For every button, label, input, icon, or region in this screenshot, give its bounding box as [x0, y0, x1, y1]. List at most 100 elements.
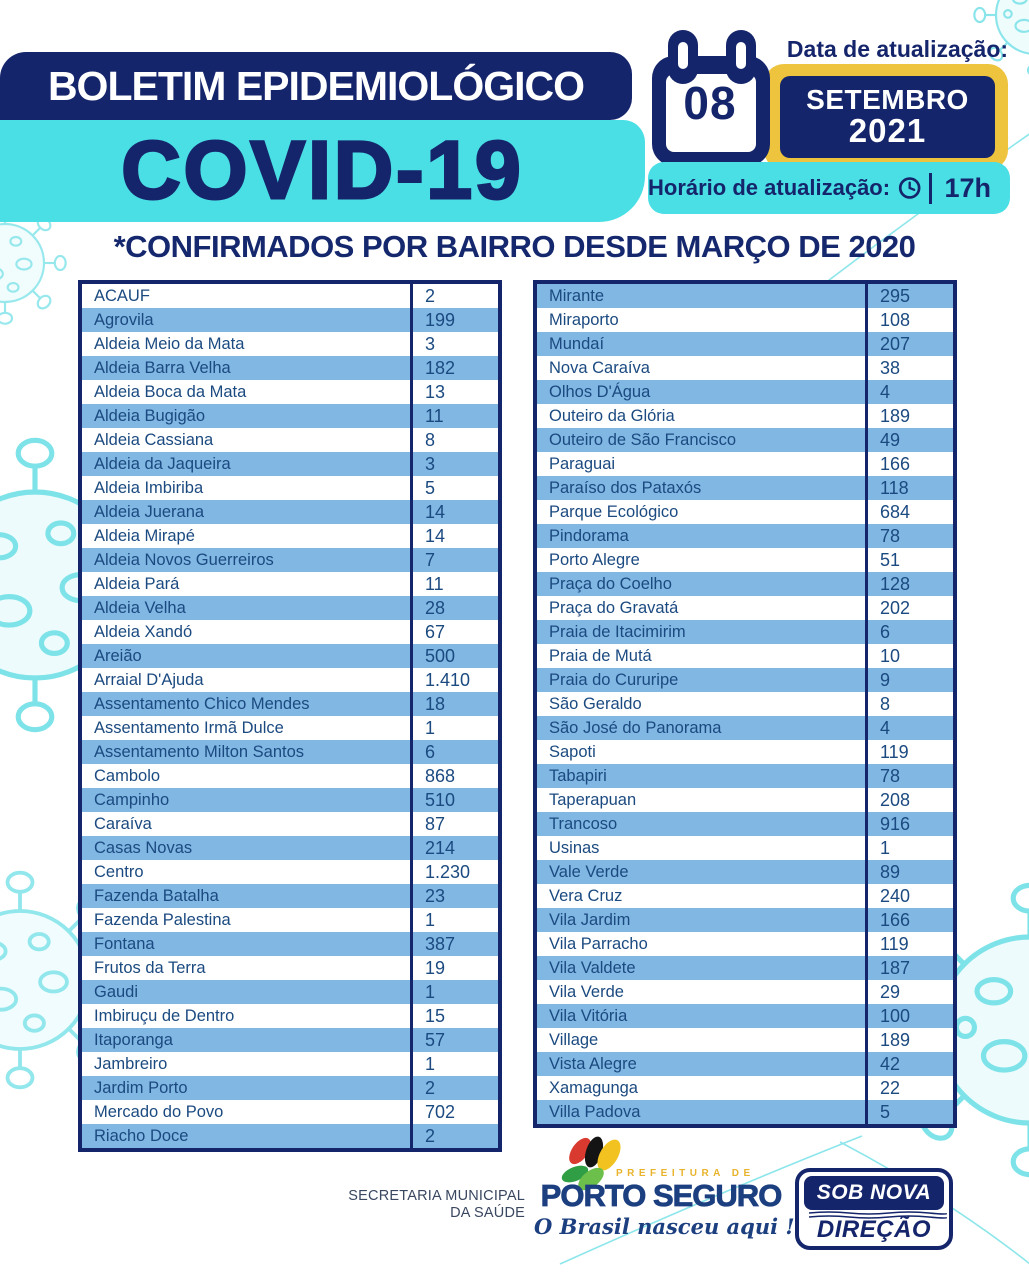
cases-table-left: ACAUF 2 Agrovila 199 Aldeia Meio da Mata 3 Ald… [78, 280, 502, 1152]
bairro-name: Miraporto [549, 311, 619, 329]
case-count: 22 [865, 1076, 953, 1100]
sob-nova-direcao-badge: SOB NOVA DIREÇÃO [795, 1168, 953, 1250]
bairro-name: Aldeia Barra Velha [94, 359, 231, 377]
bairro-name: Jambreiro [94, 1055, 168, 1073]
bairro-name: Nova Caraíva [549, 359, 650, 377]
bairro-name: São Geraldo [549, 695, 642, 713]
bairro-name: Trancoso [549, 815, 618, 833]
case-count: 57 [410, 1028, 498, 1052]
bairro-name: Usinas [549, 839, 600, 857]
case-count: 100 [865, 1004, 953, 1028]
table-row: Praça do Coelho 128 [537, 572, 953, 596]
bairro-name: Aldeia Boca da Mata [94, 383, 247, 401]
bairro-name: Vista Alegre [549, 1055, 637, 1073]
bulletin-title: BOLETIM EPIDEMIOLÓGICO [47, 62, 585, 109]
covid-title: COVID-19 [120, 124, 524, 218]
table-row: Vale Verde 89 [537, 860, 953, 884]
table-row: Aldeia Imbiriba 5 [82, 476, 498, 500]
bairro-name: Paraíso dos Pataxós [549, 479, 702, 497]
case-count: 295 [865, 284, 953, 308]
case-count: 1.410 [410, 668, 498, 692]
table-row: Jambreiro 1 [82, 1052, 498, 1076]
bairro-name: Taperapuan [549, 791, 637, 809]
table-row: Centro 1.230 [82, 860, 498, 884]
badge-line2: DIREÇÃO [816, 1216, 932, 1243]
table-row: Aldeia Bugigão 11 [82, 404, 498, 428]
table-row: Praça do Gravatá 202 [537, 596, 953, 620]
update-day: 08 [683, 77, 737, 129]
table-row: Pindorama 78 [537, 524, 953, 548]
porto-seguro-logo: PREFEITURA DE PORTO SEGURO O Brasil nasc… [534, 1134, 795, 1246]
table-row: Trancoso 916 [537, 812, 953, 836]
bairro-name: Outeiro de São Francisco [549, 431, 737, 449]
table-row: Aldeia Novos Guerreiros 7 [82, 548, 498, 572]
bairro-name: Aldeia Meio da Mata [94, 335, 245, 353]
table-row: Usinas 1 [537, 836, 953, 860]
case-count: 14 [410, 500, 498, 524]
bairro-name: Campinho [94, 791, 170, 809]
table-row: Mirante 295 [537, 284, 953, 308]
case-count: 199 [410, 308, 498, 332]
case-count: 9 [865, 668, 953, 692]
table-row: Imbiruçu de Dentro 15 [82, 1004, 498, 1028]
bairro-name: Assentamento Irmã Dulce [94, 719, 284, 737]
case-count: 67 [410, 620, 498, 644]
table-row: Nova Caraíva 38 [537, 356, 953, 380]
bairro-name: Casas Novas [94, 839, 193, 857]
case-count: 6 [865, 620, 953, 644]
update-month: SETEMBRO [806, 83, 969, 115]
covid-title-band: COVID-19 [0, 120, 645, 222]
bairro-name: Caraíva [94, 815, 152, 833]
case-count: 89 [865, 860, 953, 884]
table-row: Outeiro de São Francisco 49 [537, 428, 953, 452]
table-row: Aldeia Barra Velha 182 [82, 356, 498, 380]
case-count: 166 [865, 908, 953, 932]
case-count: 1 [410, 716, 498, 740]
case-count: 10 [865, 644, 953, 668]
table-row: Itaporanga 57 [82, 1028, 498, 1052]
table-row: Vila Valdete 187 [537, 956, 953, 980]
table-row: ACAUF 2 [82, 284, 498, 308]
case-count: 23 [410, 884, 498, 908]
table-row: Aldeia Mirapé 14 [82, 524, 498, 548]
table-row: Village 189 [537, 1028, 953, 1052]
header-title-block: BOLETIM EPIDEMIOLÓGICO COVID-19 [0, 52, 645, 222]
case-count: 8 [865, 692, 953, 716]
table-row: Assentamento Irmã Dulce 1 [82, 716, 498, 740]
bairro-name: Vale Verde [549, 863, 629, 881]
bairro-name: Assentamento Chico Mendes [94, 695, 310, 713]
case-count: 78 [865, 764, 953, 788]
case-count: 1 [410, 1052, 498, 1076]
table-row: Aldeia Xandó 67 [82, 620, 498, 644]
bairro-name: Vila Jardim [549, 911, 631, 929]
table-row: Campinho 510 [82, 788, 498, 812]
bairro-name: Praia de Mutá [549, 647, 652, 665]
table-row: Taperapuan 208 [537, 788, 953, 812]
table-row: Vera Cruz 240 [537, 884, 953, 908]
table-row: Vila Vitória 100 [537, 1004, 953, 1028]
update-year: 2021 [848, 112, 927, 150]
case-count: 78 [865, 524, 953, 548]
bairro-name: Village [549, 1031, 599, 1049]
badge-line1: SOB NOVA [816, 1181, 932, 1204]
bairro-name: Outeiro da Glória [549, 407, 675, 425]
table-row: Frutos da Terra 19 [82, 956, 498, 980]
case-count: 38 [865, 356, 953, 380]
bairro-name: Xamagunga [549, 1079, 638, 1097]
case-count: 189 [865, 404, 953, 428]
bairro-name: Agrovila [94, 311, 154, 329]
bairro-name: Riacho Doce [94, 1127, 189, 1145]
bairro-name: Olhos D'Água [549, 383, 651, 401]
bairro-name: Gaudi [94, 983, 139, 1001]
case-count: 387 [410, 932, 498, 956]
bairro-name: Praça do Gravatá [549, 599, 679, 617]
table-row: Riacho Doce 2 [82, 1124, 498, 1148]
bairro-name: Aldeia Xandó [94, 623, 193, 641]
table-row: Parque Ecológico 684 [537, 500, 953, 524]
bairro-name: Praia de Itacimirim [549, 623, 686, 641]
bairro-name: São José do Panorama [549, 719, 722, 737]
table-row: Praia de Itacimirim 6 [537, 620, 953, 644]
bairro-name: Aldeia da Jaqueira [94, 455, 231, 473]
bairro-name: ACAUF [94, 287, 150, 305]
case-count: 119 [865, 740, 953, 764]
